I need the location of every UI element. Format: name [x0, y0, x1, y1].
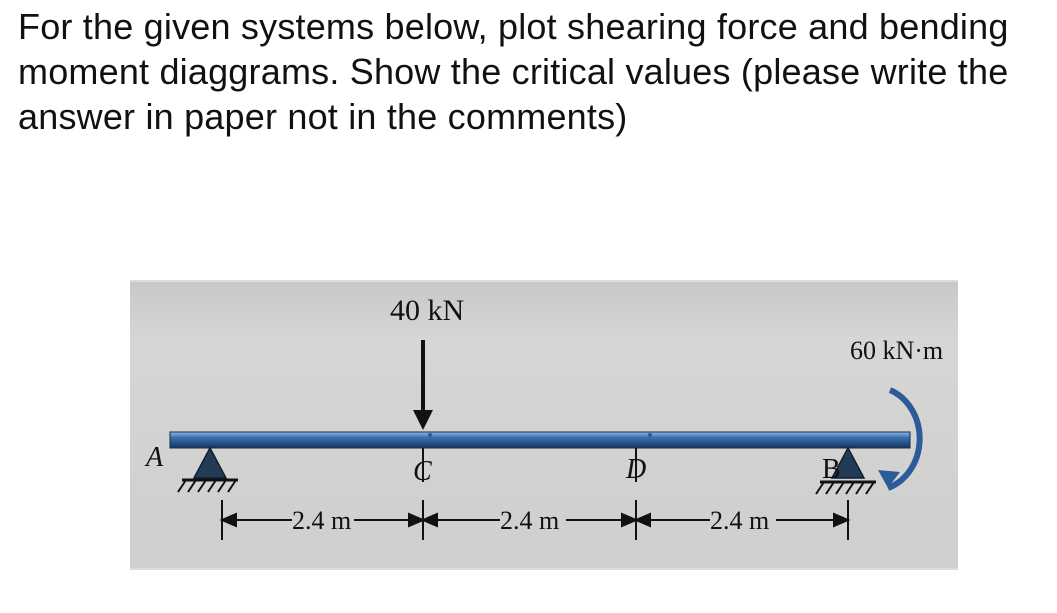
moment-label: 60 kN·m: [850, 336, 943, 366]
dim-2-label: 2.4 m: [500, 506, 559, 536]
point-a-label: A: [146, 442, 163, 474]
point-d-label: D: [626, 454, 646, 486]
point-load-label: 40 kN: [390, 294, 464, 328]
dim-3-label: 2.4 m: [710, 506, 769, 536]
point-b-label: B: [822, 454, 841, 486]
beam-body: [170, 432, 910, 448]
point-c-label: C: [413, 456, 432, 488]
dim-1-label: 2.4 m: [292, 506, 351, 536]
question-text: For the given systems below, plot sheari…: [0, 0, 1057, 139]
support-pin-a: [178, 448, 238, 492]
beam-dot: [428, 433, 432, 437]
point-load-arrow: [413, 340, 433, 430]
beam-figure: 40 kN 60 kN·m A C D B 2.4 m 2.4 m 2.4 m: [130, 280, 958, 570]
beam-dot: [648, 433, 652, 437]
